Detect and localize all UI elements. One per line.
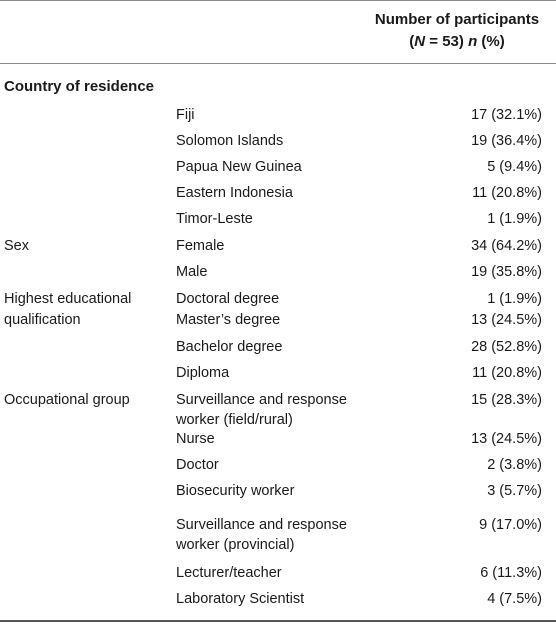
- row-subcategory: Nurse: [176, 431, 215, 447]
- row-value: 1 (1.9%): [487, 291, 542, 307]
- row-value: 1 (1.9%): [487, 211, 542, 227]
- row-value: 2 (3.8%): [487, 457, 542, 473]
- row-subcategory: Surveillance and response: [176, 392, 347, 408]
- header-equals: = 53): [425, 33, 469, 50]
- row-subcategory: Doctor: [176, 457, 219, 473]
- row-value: 17 (32.1%): [471, 107, 542, 123]
- row-subcategory: Fiji: [176, 107, 195, 123]
- row-value: 9 (17.0%): [479, 517, 542, 533]
- header-pct: (%): [477, 33, 505, 50]
- row-subcategory: Master’s degree: [176, 312, 281, 328]
- row-value: 11 (20.8%): [472, 185, 542, 201]
- row-subcategory: Male: [176, 264, 208, 280]
- row-subcategory: Timor-Leste: [176, 211, 253, 227]
- header-n-small: n: [468, 33, 478, 50]
- row-category-line2: qualification: [4, 312, 81, 328]
- row-subcategory: Papua New Guinea: [176, 159, 302, 175]
- row-subcategory: Doctoral degree: [176, 291, 280, 307]
- header-open-paren: (: [409, 33, 415, 50]
- row-subcategory: Lecturer/teacher: [176, 565, 282, 581]
- row-value: 15 (28.3%): [471, 392, 542, 408]
- row-subcategory: Laboratory Scientist: [176, 591, 305, 607]
- row-subcategory: Solomon Islands: [176, 133, 284, 149]
- row-subcategory: Female: [176, 238, 225, 254]
- row-subcategory: Surveillance and response: [176, 517, 347, 533]
- row-subcategory: Diploma: [176, 365, 230, 381]
- table-bottom-rule: [0, 620, 556, 622]
- row-value: 28 (52.8%): [471, 339, 542, 355]
- row-value: 6 (11.3%): [480, 565, 542, 581]
- row-value: 19 (35.8%): [471, 264, 542, 280]
- column-header-line1: Number of participants: [374, 11, 540, 28]
- row-subcategory-line2: worker (field/rural): [176, 412, 293, 428]
- column-header: Number of participants (N = 53) n (%): [372, 9, 542, 53]
- row-value: 13 (24.5%): [471, 312, 542, 328]
- row-subcategory: Bachelor degree: [176, 339, 283, 355]
- row-value: 34 (64.2%): [471, 238, 542, 254]
- row-value: 3 (5.7%): [487, 483, 542, 499]
- row-subcategory: Biosecurity worker: [176, 483, 295, 499]
- row-value: 13 (24.5%): [471, 431, 542, 447]
- column-header-line2: (N = 53) n (%): [372, 31, 542, 53]
- row-subcategory-line2: worker (provincial): [176, 537, 295, 553]
- header-n-label: N: [414, 33, 426, 50]
- row-category: Sex: [4, 238, 29, 254]
- row-value: 19 (36.4%): [471, 133, 542, 149]
- header-rule: [0, 63, 556, 64]
- row-value: 11 (20.8%): [472, 365, 542, 381]
- section-title: Country of residence: [4, 78, 155, 95]
- row-subcategory: Eastern Indonesia: [176, 185, 293, 201]
- row-value: 5 (9.4%): [487, 159, 542, 175]
- table-top-rule: [0, 0, 556, 1]
- row-value: 4 (7.5%): [487, 591, 542, 607]
- row-category: Highest educational: [4, 291, 132, 307]
- row-category: Occupational group: [4, 392, 130, 408]
